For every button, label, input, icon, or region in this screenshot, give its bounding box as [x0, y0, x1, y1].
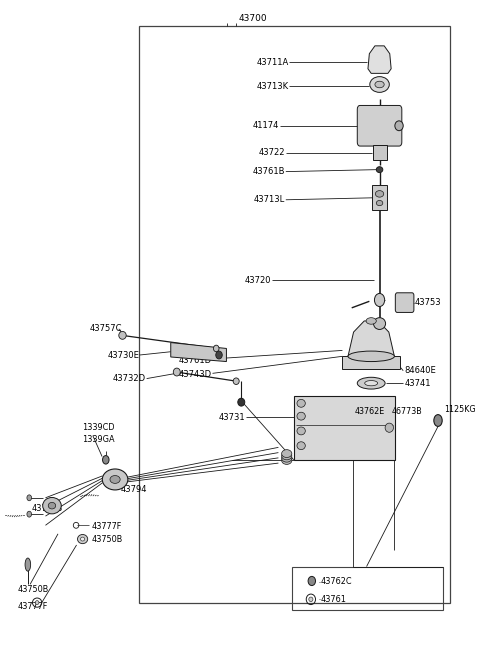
Ellipse shape [282, 449, 292, 457]
Text: 43762E: 43762E [355, 407, 385, 417]
Ellipse shape [376, 200, 383, 206]
Text: 1339CD: 1339CD [82, 422, 115, 432]
Text: 43753: 43753 [414, 298, 441, 307]
Ellipse shape [238, 398, 245, 406]
Ellipse shape [282, 452, 292, 460]
Ellipse shape [434, 415, 442, 426]
Ellipse shape [282, 457, 292, 464]
Text: 43732D: 43732D [113, 374, 146, 383]
Ellipse shape [282, 455, 292, 462]
Ellipse shape [357, 377, 385, 389]
Ellipse shape [43, 498, 61, 514]
Text: 43713L: 43713L [254, 195, 285, 204]
Ellipse shape [395, 121, 403, 131]
Text: 43700: 43700 [239, 14, 267, 23]
Text: 43741: 43741 [405, 379, 431, 388]
Ellipse shape [375, 191, 384, 197]
Ellipse shape [297, 427, 305, 435]
Text: 43711A: 43711A [256, 58, 288, 67]
Ellipse shape [103, 456, 109, 464]
Ellipse shape [348, 351, 395, 362]
Ellipse shape [81, 537, 84, 541]
Text: 41174: 41174 [253, 121, 279, 130]
Text: 43757C: 43757C [90, 324, 122, 333]
Ellipse shape [77, 534, 88, 544]
Polygon shape [368, 46, 391, 73]
Ellipse shape [297, 400, 305, 407]
Ellipse shape [309, 597, 313, 601]
Bar [292, 567, 443, 610]
Polygon shape [348, 321, 395, 356]
Text: 43794: 43794 [120, 485, 147, 495]
Ellipse shape [27, 495, 32, 500]
Text: 46773B: 46773B [391, 407, 422, 417]
Ellipse shape [366, 318, 376, 324]
Bar [372, 185, 387, 210]
Ellipse shape [297, 412, 305, 420]
Ellipse shape [374, 293, 384, 307]
Text: 43743D: 43743D [179, 370, 212, 379]
Ellipse shape [233, 378, 239, 384]
Text: 1339GA: 1339GA [82, 435, 115, 444]
Ellipse shape [27, 511, 32, 517]
Ellipse shape [297, 441, 305, 449]
Bar [139, 26, 450, 603]
Ellipse shape [376, 166, 383, 172]
Ellipse shape [370, 77, 389, 92]
Text: 43722: 43722 [259, 148, 285, 157]
Ellipse shape [214, 345, 219, 352]
Ellipse shape [25, 558, 31, 571]
Text: 84640E: 84640E [405, 366, 436, 375]
Ellipse shape [119, 331, 126, 339]
Text: 43731: 43731 [218, 413, 245, 422]
FancyBboxPatch shape [357, 105, 402, 146]
Text: 43713K: 43713K [256, 82, 288, 91]
Ellipse shape [365, 381, 378, 386]
Bar [294, 396, 395, 460]
Text: 1125KG: 1125KG [444, 405, 476, 414]
Text: 43730E: 43730E [108, 350, 139, 360]
Polygon shape [171, 343, 227, 362]
Ellipse shape [48, 502, 56, 509]
Text: 43777F: 43777F [17, 602, 48, 611]
Ellipse shape [385, 423, 394, 432]
Ellipse shape [110, 476, 120, 483]
Ellipse shape [102, 469, 128, 490]
Ellipse shape [375, 81, 384, 88]
Text: 43750B: 43750B [91, 534, 123, 544]
Text: 43761: 43761 [320, 595, 346, 604]
Ellipse shape [35, 601, 39, 605]
Text: 43720: 43720 [245, 276, 271, 285]
Text: 43750B: 43750B [31, 504, 62, 513]
Text: 43761D: 43761D [179, 356, 212, 365]
Bar [342, 356, 400, 369]
Ellipse shape [373, 318, 385, 329]
Bar [372, 145, 386, 160]
Text: 43750B: 43750B [17, 585, 48, 594]
Ellipse shape [216, 351, 222, 359]
Ellipse shape [173, 368, 180, 376]
Text: 43777F: 43777F [91, 522, 122, 531]
Ellipse shape [308, 576, 315, 586]
Text: 43761B: 43761B [253, 167, 285, 176]
Text: 43762C: 43762C [320, 577, 352, 586]
FancyBboxPatch shape [396, 293, 414, 312]
